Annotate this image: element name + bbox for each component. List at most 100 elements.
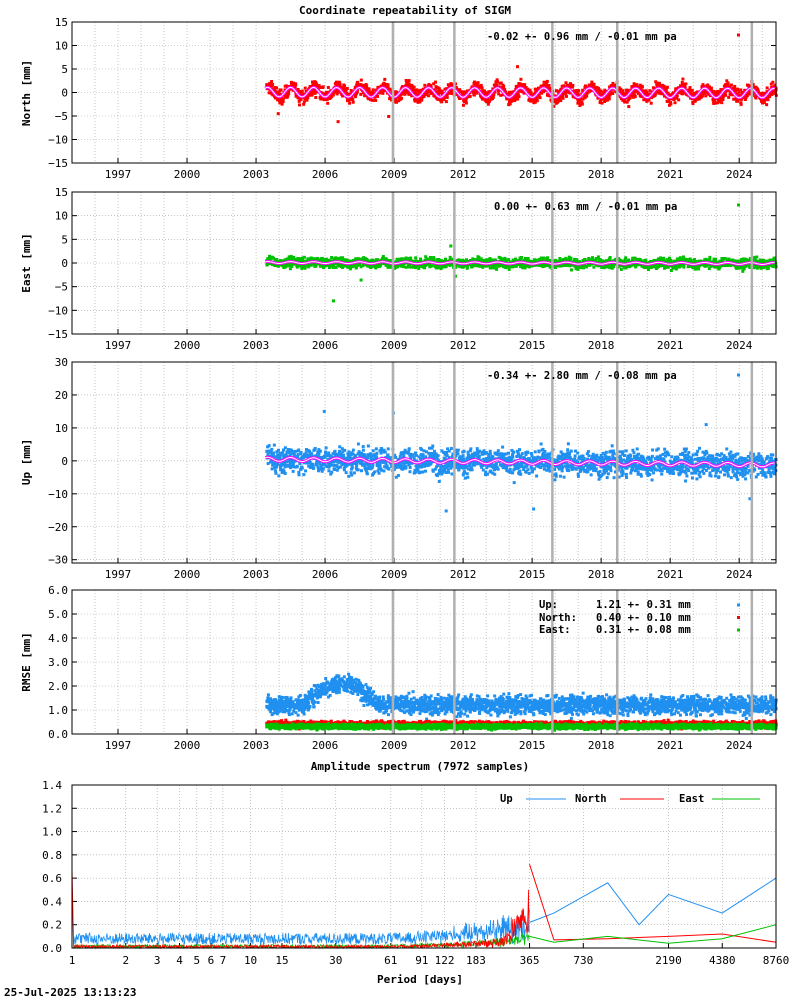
north-point: [712, 100, 716, 104]
north-point: [625, 91, 629, 95]
north-point: [527, 91, 531, 95]
north-point: [684, 82, 688, 86]
north-point: [628, 96, 632, 100]
north-point: [665, 85, 669, 89]
north-point: [417, 97, 421, 101]
north-point: [721, 97, 725, 101]
up-point: [272, 443, 276, 447]
north-point: [762, 92, 766, 96]
north-point: [518, 82, 522, 86]
east-point: [584, 265, 588, 269]
north-point: [365, 84, 369, 88]
up-point: [283, 446, 287, 450]
north-point: [495, 78, 499, 82]
north-point: [359, 92, 363, 96]
east-point: [414, 256, 418, 260]
north-point: [303, 86, 307, 90]
north-point: [419, 88, 423, 92]
up-point: [313, 446, 317, 450]
up-xtick-label: 2012: [450, 568, 477, 581]
north-point: [277, 90, 281, 94]
north-point: [769, 82, 773, 86]
north-point: [350, 96, 354, 100]
north-point: [708, 85, 712, 89]
north-point: [585, 94, 589, 98]
up-point: [330, 470, 334, 474]
north-point: [673, 101, 677, 105]
north-point: [626, 98, 630, 102]
east-ytick-label: −5: [55, 281, 68, 294]
north-point: [657, 91, 661, 95]
north-xtick-label: 2018: [588, 168, 615, 181]
east-point: [543, 264, 547, 268]
up-point: [333, 467, 337, 471]
east-ytick-label: 15: [55, 186, 68, 199]
north-point: [503, 88, 507, 92]
north-point: [728, 85, 732, 89]
north-point: [710, 89, 714, 93]
up-point: [267, 444, 271, 448]
east-point: [523, 266, 527, 270]
north-point: [495, 83, 499, 87]
east-point: [286, 257, 290, 261]
north-point: [355, 90, 359, 94]
north-point: [759, 94, 763, 98]
north-point: [713, 98, 717, 102]
north-model-core: [265, 86, 775, 99]
up-point: [276, 448, 280, 452]
north-point: [476, 81, 480, 85]
north-point: [362, 84, 366, 88]
east-ytick-label: −15: [48, 328, 68, 341]
north-point: [681, 92, 685, 96]
north-point: [545, 79, 549, 83]
north-point: [398, 93, 402, 97]
north-point: [275, 91, 279, 95]
north-point: [632, 90, 636, 94]
north-point: [459, 90, 463, 94]
north-outlier: [516, 65, 520, 69]
north-point: [426, 84, 430, 88]
north-point: [415, 98, 419, 102]
up-point: [277, 474, 281, 478]
north-point: [409, 86, 413, 90]
north-point: [388, 87, 392, 91]
east-point: [307, 265, 311, 269]
east-point: [324, 259, 328, 263]
north-point: [416, 100, 420, 104]
north-point: [474, 84, 478, 88]
up-point: [272, 451, 276, 455]
east-point: [303, 266, 307, 270]
north-point: [388, 97, 392, 101]
east-point: [289, 254, 293, 258]
north-point: [764, 91, 768, 95]
north-point: [376, 94, 380, 98]
north-point: [700, 94, 704, 98]
north-point: [383, 77, 387, 81]
north-point: [690, 88, 694, 92]
north-point: [325, 97, 329, 101]
north-point: [523, 83, 527, 87]
up-ytick-label: −30: [48, 554, 68, 567]
north-point: [290, 83, 294, 87]
north-point: [580, 100, 584, 104]
north-point: [281, 100, 285, 104]
north-point: [732, 97, 736, 101]
north-point: [367, 87, 371, 91]
north-point: [271, 93, 275, 97]
north-point: [542, 90, 546, 94]
north-xtick-label: 2015: [519, 168, 546, 181]
east-point: [401, 265, 405, 269]
north-point: [374, 98, 378, 102]
north-point: [540, 91, 544, 95]
north-ytick-label: −10: [48, 134, 68, 147]
east-point: [407, 265, 411, 269]
north-outlier: [336, 120, 340, 124]
east-point: [271, 256, 275, 260]
east-point: [339, 256, 343, 260]
north-point: [440, 100, 444, 104]
north-point: [533, 100, 537, 104]
north-point: [761, 100, 765, 104]
north-point: [461, 90, 465, 94]
north-point: [693, 99, 697, 103]
